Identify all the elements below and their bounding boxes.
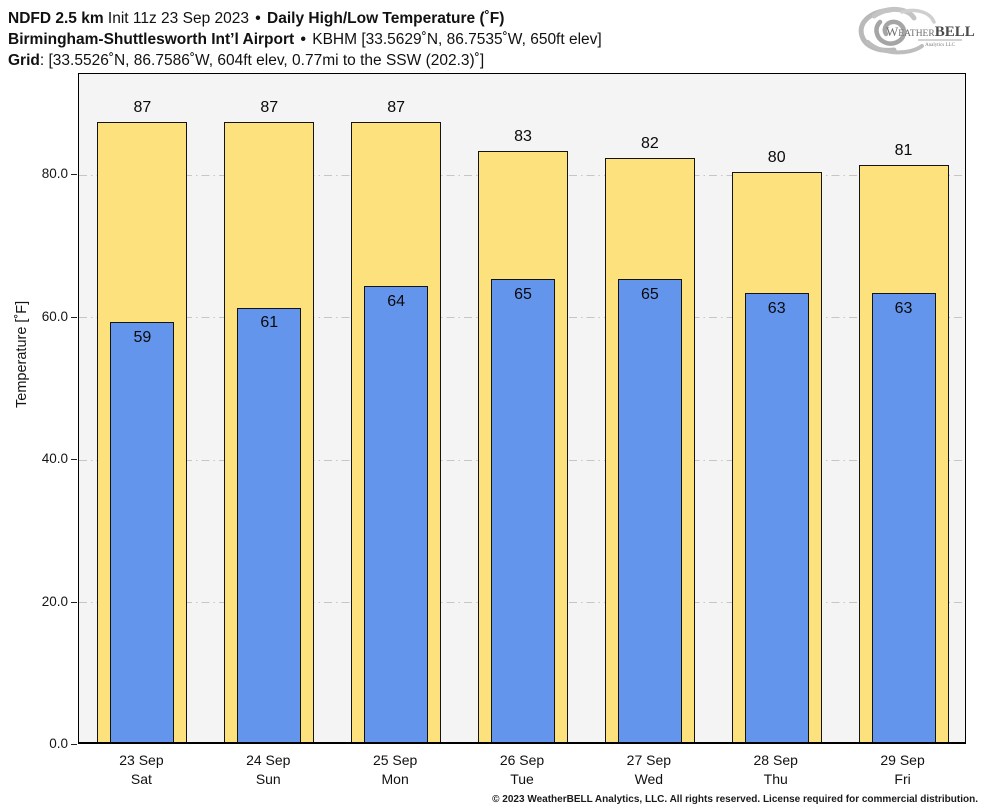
y-tick-label: 80.0	[41, 166, 68, 182]
high-value-label: 82	[640, 134, 659, 152]
copyright-notice: © 2023 WeatherBELL Analytics, LLC. All r…	[492, 794, 978, 805]
x-tick-label: 27 Sep Wed	[586, 751, 712, 789]
station-details: KBHM [33.5629˚N, 86.7535˚W, 650ft elev]	[307, 31, 602, 48]
x-tick-day: Sun	[255, 771, 281, 787]
low-bar-23-Sep	[110, 321, 175, 742]
y-tick-mark	[71, 459, 77, 461]
separator-dot: •	[255, 10, 261, 27]
low-value-label: 65	[514, 285, 532, 303]
high-value-label: 87	[133, 99, 152, 117]
init-time: Init 11z 23 Sep 2023	[103, 10, 254, 27]
header-line-3: Grid: [33.5526˚N, 86.7586˚W, 604ft elev,…	[8, 50, 602, 71]
x-tick-label: 28 Sep Thu	[713, 751, 839, 789]
x-tick-date: 28 Sep	[753, 752, 798, 768]
x-tick-label: 23 Sep Sat	[78, 751, 204, 789]
x-tick-label: 29 Sep Fri	[840, 751, 966, 789]
x-tick-day: Fri	[894, 771, 911, 787]
low-bar-29-Sep	[871, 293, 936, 742]
low-bar-24-Sep	[237, 307, 302, 742]
x-tick-label: 24 Sep Sun	[205, 751, 331, 789]
model-name: NDFD 2.5 km	[8, 10, 104, 27]
x-tick-day: Sat	[130, 771, 152, 787]
grid-details: : [33.5526˚N, 86.7586˚W, 604ft elev, 0.7…	[39, 52, 485, 69]
header-line-2: Birmingham-Shuttlesworth Int’l Airport •…	[8, 29, 602, 50]
station-name: Birmingham-Shuttlesworth Int’l Airport	[8, 31, 295, 48]
low-value-label: 63	[767, 300, 786, 318]
y-tick-mark	[71, 601, 77, 603]
low-value-label: 63	[894, 300, 913, 318]
x-tick-label: 26 Sep Tue	[459, 751, 585, 789]
low-bar-27-Sep	[617, 279, 682, 742]
y-tick-label: 20.0	[41, 593, 68, 609]
y-tick-mark	[71, 316, 77, 318]
y-tick-mark	[71, 174, 77, 176]
plot-area: 87 59 87 61 87 64 83 65 82 65 80 63 81 63	[78, 73, 966, 744]
low-bar-28-Sep	[744, 293, 809, 742]
x-tick-date: 24 Sep	[246, 752, 291, 768]
x-tick-day: Thu	[763, 771, 788, 787]
high-value-label: 81	[894, 142, 913, 160]
x-tick-date: 23 Sep	[119, 752, 164, 768]
y-tick-label: 60.0	[41, 308, 68, 324]
y-tick-label: 40.0	[41, 451, 68, 467]
high-value-label: 87	[387, 99, 406, 117]
x-tick-day: Mon	[381, 771, 409, 787]
x-tick-date: 27 Sep	[626, 752, 672, 768]
weatherbell-logo: WEATHERBELL Analytics LLC	[858, 7, 975, 55]
product-name: Daily High/Low Temperature (˚F)	[262, 10, 505, 27]
low-value-label: 64	[387, 293, 406, 311]
low-bar-26-Sep	[491, 279, 555, 742]
low-value-label: 59	[133, 328, 152, 346]
high-value-label: 80	[767, 149, 786, 167]
y-tick-mark	[71, 744, 77, 745]
header-line-1: NDFD 2.5 km Init 11z 23 Sep 2023 • Daily…	[8, 8, 602, 29]
x-tick-date: 26 Sep	[499, 752, 545, 768]
y-tick-label: 0.0	[49, 736, 68, 751]
hurricane-swirl-icon	[858, 7, 936, 55]
separator-dot: •	[300, 31, 306, 48]
low-value-label: 65	[640, 285, 659, 303]
high-value-label: 87	[260, 99, 279, 117]
x-tick-date: 29 Sep	[880, 752, 925, 768]
low-value-label: 61	[260, 314, 279, 332]
logo-sub-text: Analytics LLC	[925, 43, 956, 48]
grid-label: Grid	[8, 52, 40, 69]
x-tick-date: 25 Sep	[372, 752, 418, 768]
x-tick-label: 25 Sep Mon	[332, 751, 458, 789]
x-tick-day: Tue	[510, 771, 534, 787]
high-value-label: 83	[514, 127, 532, 145]
chart-header: NDFD 2.5 km Init 11z 23 Sep 2023 • Daily…	[8, 8, 602, 71]
low-bar-25-Sep	[364, 286, 429, 742]
x-tick-day: Wed	[634, 771, 664, 787]
